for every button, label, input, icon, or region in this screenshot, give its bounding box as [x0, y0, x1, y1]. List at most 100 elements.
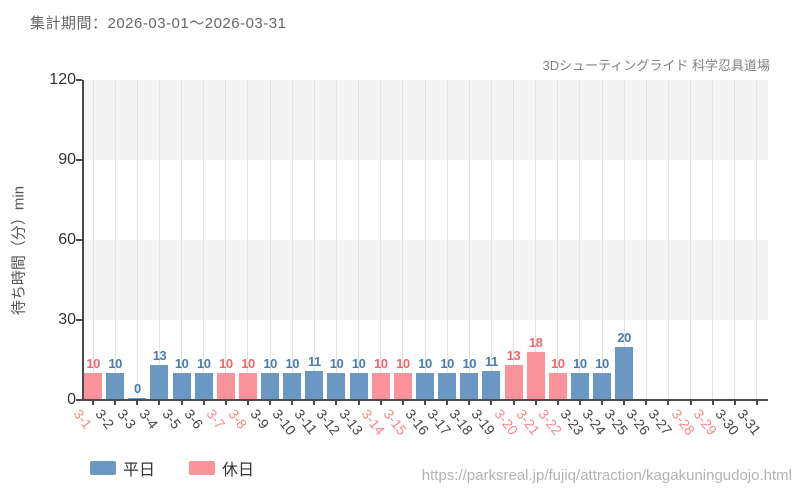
- x-tick-mark: [578, 400, 581, 405]
- bar-value-label-3-2: 10: [108, 356, 122, 372]
- x-tick-label-3-9: 3-9: [247, 406, 273, 432]
- bar-value-label-3-10: 10: [285, 356, 299, 372]
- bar-value-label-3-4: 13: [152, 348, 167, 364]
- vertical-gridline: [402, 80, 404, 400]
- vertical-gridline: [380, 80, 382, 400]
- y-tick-label-60: 60: [58, 231, 76, 248]
- x-tick-label-3-3: 3-3: [114, 406, 140, 432]
- bar-value-label-3-16: 10: [418, 356, 432, 372]
- vertical-gridline: [181, 80, 183, 400]
- bar-value-label-3-1: 10: [86, 356, 100, 372]
- bar-3-20[interactable]: [504, 365, 523, 400]
- bar-3-10[interactable]: [283, 373, 302, 400]
- legend-item-weekday[interactable]: 平日: [90, 456, 155, 480]
- y-tick-mark: [76, 319, 82, 321]
- x-tick-mark: [180, 400, 183, 405]
- legend-label-weekday: 平日: [123, 462, 156, 479]
- bar-3-14[interactable]: [371, 373, 390, 400]
- vertical-gridline: [446, 80, 448, 400]
- bar-3-2[interactable]: [106, 373, 125, 400]
- bar-value-label-3-13: 10: [351, 356, 366, 372]
- bar-3-6[interactable]: [194, 373, 213, 400]
- x-tick-label-3-11: 3-11: [291, 406, 321, 438]
- bar-value-label-3-23: 10: [573, 356, 587, 372]
- x-tick-label-3-10: 3-10: [269, 406, 300, 438]
- vertical-gridline: [623, 80, 625, 400]
- x-tick-label-3-6: 3-6: [181, 406, 207, 432]
- bar-3-5[interactable]: [172, 373, 191, 400]
- x-tick-mark: [711, 400, 714, 405]
- bar-3-17[interactable]: [438, 373, 457, 400]
- x-tick-label-3-21: 3-21: [513, 406, 543, 438]
- bar-value-label-3-17: 10: [440, 356, 454, 372]
- vertical-gridline: [756, 80, 758, 400]
- vertical-gridline: [601, 80, 603, 400]
- bar-value-label-3-12: 10: [329, 356, 344, 372]
- vertical-gridline: [734, 80, 736, 400]
- y-tick-mark: [76, 79, 82, 81]
- bar-3-24[interactable]: [593, 373, 612, 400]
- x-tick-mark: [357, 400, 360, 405]
- bar-value-label-3-21: 18: [528, 335, 543, 350]
- x-tick-mark: [556, 400, 559, 405]
- x-tick-mark: [755, 400, 758, 405]
- bar-3-4[interactable]: [150, 365, 169, 400]
- x-tick-mark: [379, 400, 382, 405]
- x-tick-label-3-31: 3-31: [734, 406, 765, 438]
- bar-value-label-3-6: 10: [196, 356, 211, 372]
- bar-value-label-3-14: 10: [374, 356, 388, 372]
- bar-3-19[interactable]: [482, 370, 501, 400]
- x-tick-label-3-4: 3-4: [136, 406, 162, 432]
- x-tick-mark: [490, 400, 493, 405]
- bar-3-12[interactable]: [327, 373, 346, 400]
- bar-3-13[interactable]: [349, 373, 368, 400]
- bar-3-1[interactable]: [84, 373, 103, 400]
- x-tick-mark: [667, 400, 670, 405]
- bar-3-15[interactable]: [393, 373, 412, 400]
- vertical-gridline: [158, 80, 160, 400]
- x-tick-label-3-30: 3-30: [712, 406, 743, 438]
- x-tick-mark: [601, 400, 604, 405]
- y-tick-mark: [76, 239, 82, 241]
- x-tick-mark: [645, 400, 648, 405]
- vertical-gridline: [645, 80, 647, 400]
- vertical-gridline: [335, 80, 337, 400]
- x-tick-mark: [689, 400, 692, 405]
- y-tick-label-30: 30: [58, 311, 76, 328]
- bar-3-8[interactable]: [238, 373, 257, 400]
- y-tick-mark: [76, 399, 82, 401]
- vertical-gridline: [712, 80, 714, 400]
- x-tick-label-3-26: 3-26: [623, 406, 654, 438]
- x-tick-label-3-29: 3-29: [690, 406, 720, 438]
- bar-3-11[interactable]: [305, 370, 324, 400]
- y-axis-line: [82, 80, 84, 400]
- chart-legend: 平日 休日: [90, 456, 254, 480]
- bar-3-18[interactable]: [460, 373, 479, 400]
- bar-3-25[interactable]: [615, 346, 634, 400]
- x-tick-label-3-23: 3-23: [557, 406, 588, 438]
- attraction-name-subtitle: 3Dシューティングライド 科学忍具道場: [542, 58, 770, 73]
- x-tick-mark: [424, 400, 426, 405]
- bar-3-7[interactable]: [216, 373, 235, 400]
- x-tick-label-3-14: 3-14: [358, 406, 388, 438]
- vertical-gridline: [114, 80, 116, 400]
- bar-value-label-3-9: 10: [263, 356, 277, 372]
- vertical-gridline: [269, 80, 271, 400]
- bar-3-16[interactable]: [416, 373, 434, 400]
- bar-3-23[interactable]: [570, 373, 589, 400]
- x-tick-mark: [335, 400, 338, 405]
- legend-item-holiday[interactable]: 休日: [189, 456, 254, 480]
- plot-area: 10 10 0 13 10 10 10 10 10 10 11 10 10 10 10 10 10 10 11 13 1…: [76, 79, 768, 405]
- y-tick-label-90: 90: [58, 151, 76, 168]
- vertical-gridline: [667, 80, 669, 400]
- bar-3-22[interactable]: [548, 373, 567, 400]
- x-tick-mark: [291, 400, 294, 405]
- bar-3-21[interactable]: [526, 352, 545, 400]
- bar-value-label-3-7: 10: [219, 356, 233, 372]
- vertical-gridline: [424, 80, 426, 400]
- x-tick-label-3-27: 3-27: [645, 406, 676, 438]
- bar-value-label-3-25: 20: [617, 329, 631, 345]
- bar-3-9[interactable]: [261, 373, 280, 400]
- x-tick-mark: [534, 400, 537, 405]
